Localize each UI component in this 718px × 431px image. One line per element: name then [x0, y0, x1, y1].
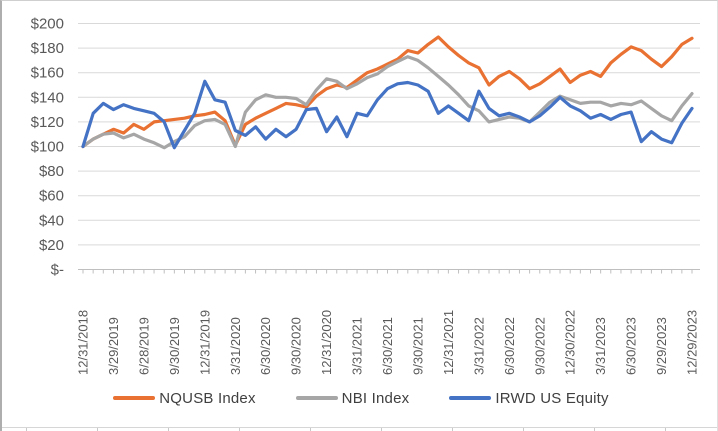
worksheet-cell-border: [381, 428, 382, 431]
y-axis-tick-label: $140: [31, 89, 64, 106]
x-axis-tick-label: 9/29/2023: [654, 317, 669, 375]
worksheet-cell-border: [168, 428, 169, 431]
worksheet-cell-border: [239, 428, 240, 431]
series-line-nbi-index[interactable]: [81, 55, 694, 150]
legend-item-nbi-index[interactable]: NBI Index: [295, 389, 410, 407]
x-axis-tick-label: 12/30/2022: [563, 310, 578, 375]
worksheet-cell-border: [97, 428, 98, 431]
x-axis-tick-label: 3/31/2023: [593, 317, 608, 375]
series-line-irwd-us-equity[interactable]: [81, 79, 694, 150]
legend-item-nqusb-index[interactable]: NQUSB Index: [113, 390, 255, 407]
x-axis-tick-label: 3/29/2019: [106, 317, 121, 375]
y-axis-tick-label: $160: [31, 65, 64, 82]
legend-label: NBI Index: [341, 389, 410, 407]
x-axis-tick-label: 6/30/2023: [624, 317, 639, 375]
x-axis-tick-label: 12/31/2019: [197, 310, 212, 375]
y-axis-tick-label: $40: [39, 212, 64, 229]
y-axis-tick-label: $60: [39, 188, 64, 205]
worksheet-cells-strip: [2, 427, 717, 431]
x-axis-tick-label: 3/31/2021: [350, 317, 365, 375]
x-axis-tick-label: 9/30/2022: [532, 317, 547, 375]
x-axis-tick-label: 12/31/2021: [441, 310, 456, 375]
y-axis-tick-label: $200: [31, 16, 64, 33]
worksheet-cell-border: [594, 428, 595, 431]
legend-label: IRWD US Equity: [495, 389, 609, 407]
x-axis-tick-label: 6/30/2020: [258, 317, 273, 375]
y-axis-tick-label: $-: [51, 262, 64, 279]
legend-item-irwd-us-equity[interactable]: IRWD US Equity: [449, 389, 609, 407]
x-axis-tick-label: 6/30/2021: [380, 317, 395, 375]
y-axis-tick-label: $180: [31, 40, 64, 57]
worksheet-cell-border: [452, 428, 453, 431]
x-axis-tick-label: 6/28/2019: [136, 317, 151, 375]
worksheet-cell-border: [665, 428, 666, 431]
x-axis-tick-label: 12/31/2020: [319, 310, 334, 375]
y-axis-tick-label: $120: [31, 114, 64, 131]
worksheet-cell-border: [26, 428, 27, 431]
x-axis-tick-label: 12/29/2023: [685, 310, 700, 375]
worksheet-cell-border: [310, 428, 311, 431]
y-axis-tick-label: $80: [39, 163, 64, 180]
x-axis-tick-label: 12/31/2018: [76, 310, 91, 375]
legend-line-swatch: [449, 396, 492, 400]
chart-legend: NQUSB Index NBI Index IRWD US Equity: [2, 385, 717, 411]
legend-line-swatch: [295, 396, 338, 400]
legend-label: NQUSB Index: [159, 389, 256, 407]
y-axis-tick-label: $100: [31, 139, 64, 156]
x-axis-tick-label: 3/31/2022: [471, 317, 486, 375]
x-axis-tick-label: 3/31/2020: [228, 317, 243, 375]
x-axis-tick-label: 9/30/2019: [167, 317, 182, 375]
x-axis-tick-label: 9/30/2020: [289, 317, 304, 375]
series-line-nqusb-index[interactable]: [81, 35, 694, 149]
x-axis-tick-label: 9/30/2021: [410, 317, 425, 375]
x-axis-tick-label: 6/30/2022: [502, 317, 517, 375]
y-axis-tick-label: $20: [39, 237, 64, 254]
worksheet-cell-border: [523, 428, 524, 431]
legend-line-swatch: [113, 396, 156, 400]
